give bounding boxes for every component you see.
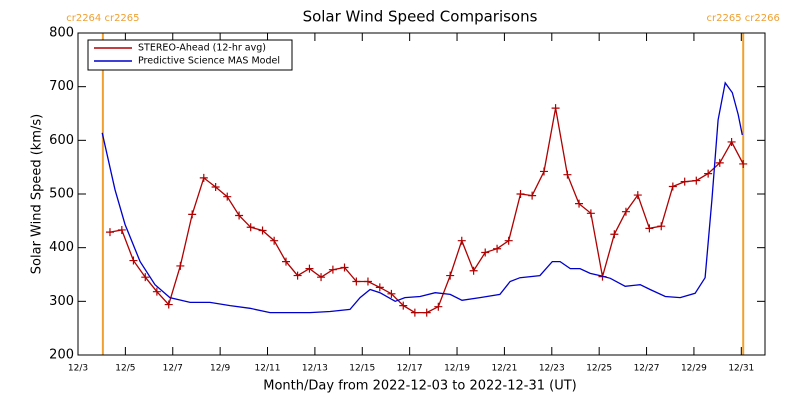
y-tick-label: 500 [49,187,74,202]
point-marker [141,273,150,282]
y-tick-label: 300 [49,294,74,309]
y-tick-label: 800 [49,26,74,41]
legend-label: Predictive Science MAS Model [138,56,280,67]
x-tick-label: 12/11 [255,364,281,374]
point-marker [305,264,314,273]
legend-label: STEREO-Ahead (12-hr avg) [138,43,266,54]
point-marker [727,137,736,146]
point-marker [657,222,666,231]
rotation-label: cr2265 cr2266 [707,13,780,24]
point-marker [575,199,584,208]
point-marker [328,265,337,274]
x-tick-label: 12/9 [210,364,230,374]
x-tick-label: 12/31 [728,364,754,374]
y-tick-label: 200 [49,348,74,363]
point-marker [633,191,642,200]
point-marker [410,308,419,317]
point-marker [645,224,654,233]
x-tick-label: 12/25 [586,364,612,374]
plot-frame [77,32,766,356]
point-marker [211,183,220,192]
point-marker [105,228,114,237]
point-marker [399,301,408,310]
point-marker [610,230,619,239]
chart-title: Solar Wind Speed Comparisons [303,8,538,26]
x-tick-label: 12/15 [349,364,375,374]
point-marker [457,236,466,245]
point-marker [387,289,396,298]
point-marker [246,223,255,232]
point-marker [375,283,384,292]
legend-box [87,39,293,71]
point-marker [281,257,290,266]
point-marker [692,176,701,185]
point-marker [586,209,595,218]
x-tick-label: 12/23 [539,364,565,374]
point-marker [199,173,208,182]
y-tick-label: 700 [49,79,74,94]
point-marker [539,167,548,176]
y-tick-label: 600 [49,133,74,148]
x-tick-label: 12/19 [444,364,470,374]
point-marker [493,244,502,253]
point-marker [739,159,748,168]
y-axis-title: Solar Wind Speed (km/s) [30,114,45,274]
point-marker [340,263,349,272]
point-marker [446,271,455,280]
x-tick-label: 12/5 [115,364,135,374]
point-marker [704,169,713,178]
x-tick-label: 12/17 [397,364,423,374]
point-marker [235,211,244,220]
point-marker [481,248,490,257]
x-axis-title: Month/Day from 2022-12-03 to 2022-12-31 … [263,379,576,394]
point-marker [551,104,560,113]
x-tick-label: 12/21 [491,364,517,374]
point-marker [621,207,630,216]
point-marker [152,287,161,296]
point-marker [528,191,537,200]
point-marker [504,236,513,245]
series-line [101,81,743,314]
point-marker [363,277,372,286]
point-marker [258,226,267,235]
point-marker [715,158,724,167]
rotation-label: cr2264 cr2265 [66,13,139,24]
point-marker [668,182,677,191]
point-marker [563,170,572,179]
point-marker [223,192,232,201]
point-marker [434,302,443,311]
x-tick-label: 12/7 [163,364,183,374]
point-marker [680,177,689,186]
point-marker [164,300,173,309]
x-tick-label: 12/3 [68,364,88,374]
x-tick-label: 12/29 [681,364,707,374]
point-marker [129,256,138,265]
point-marker [293,271,302,280]
point-marker [270,236,279,245]
x-tick-label: 12/27 [634,364,660,374]
point-marker [117,225,126,234]
point-marker [188,210,197,219]
point-marker [516,190,525,198]
point-marker [469,266,478,275]
point-marker [317,273,326,282]
y-tick-label: 400 [49,240,74,255]
x-tick-label: 12/13 [302,364,328,374]
point-marker [352,277,361,286]
point-marker [176,261,185,270]
point-marker [422,308,431,317]
